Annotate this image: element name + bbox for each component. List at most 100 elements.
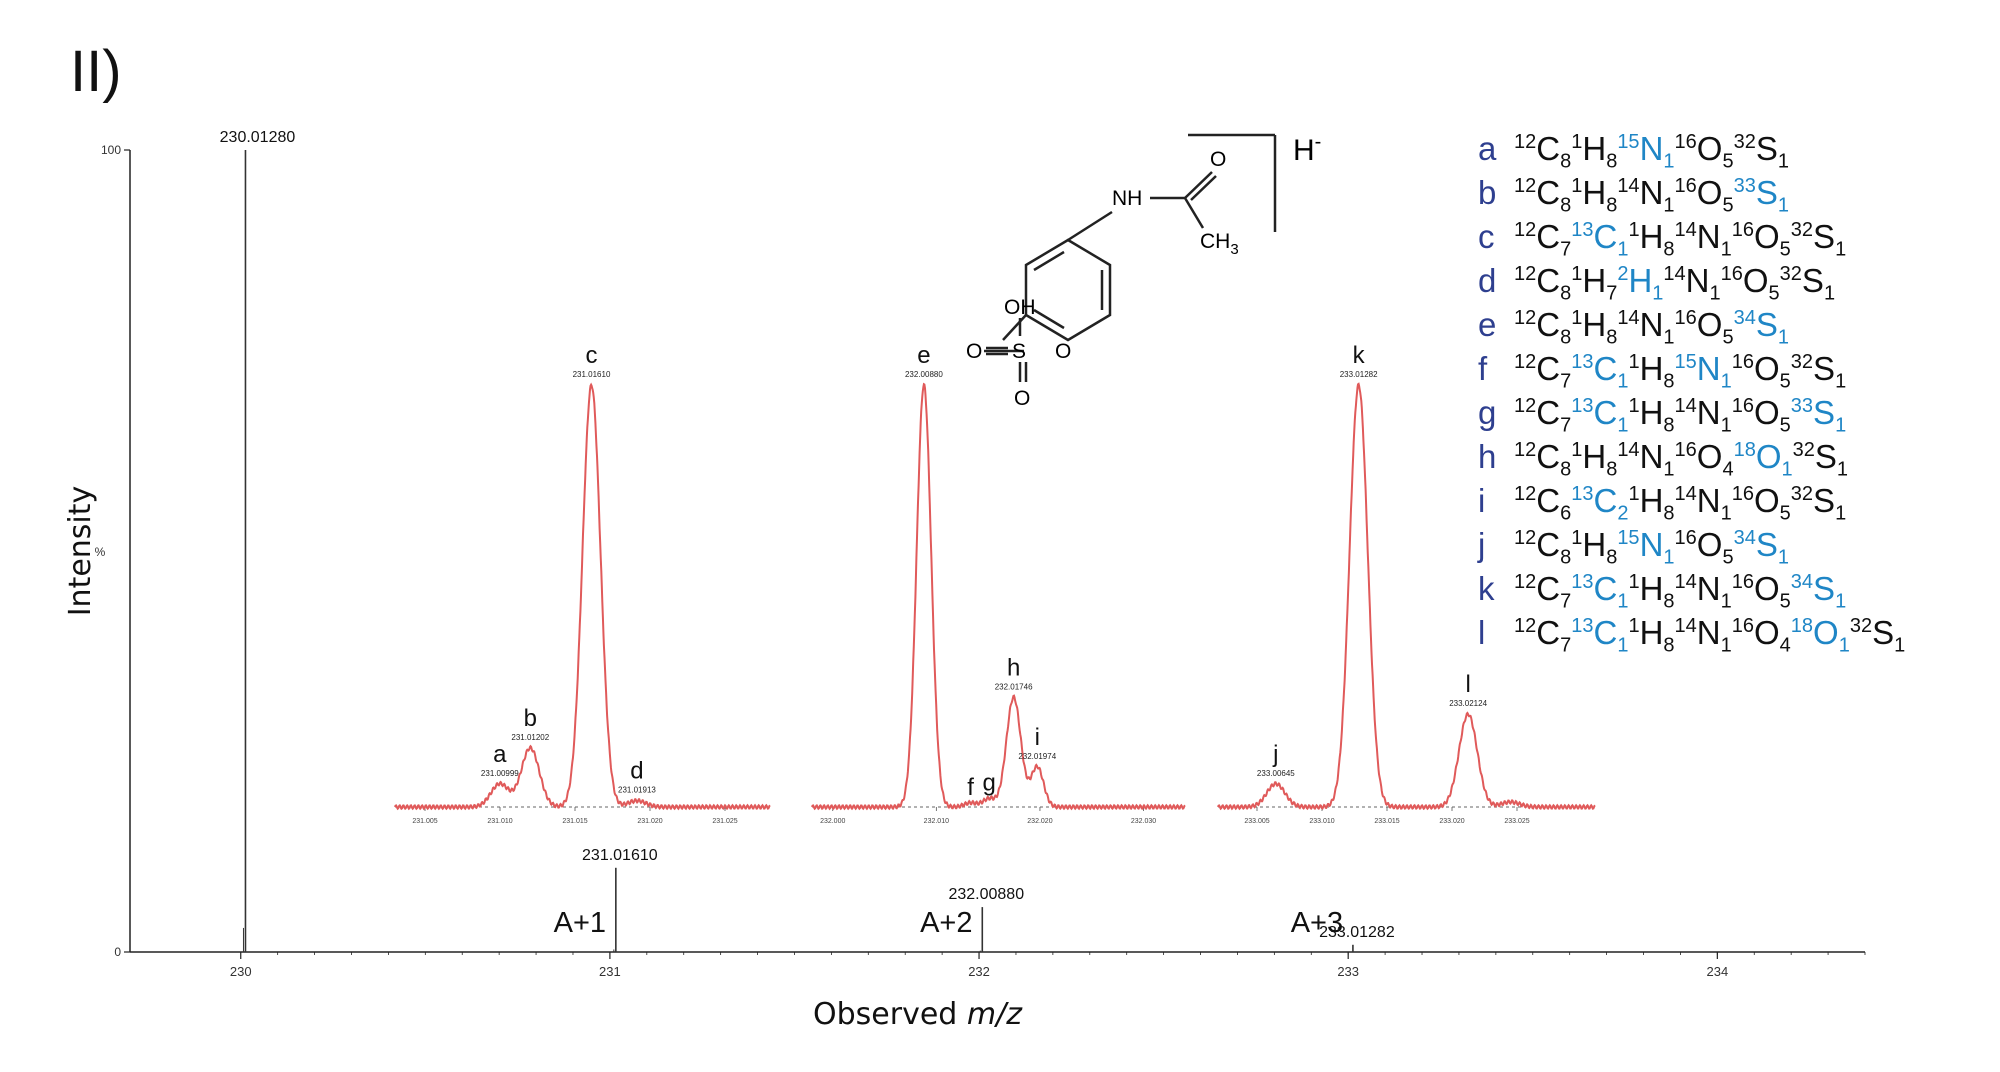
isotope-mass: 32 — [1849, 615, 1873, 637]
isotope-mass: 13 — [1571, 395, 1594, 417]
inset-panel: 233.005 233.010 233.015 233.020 233.025 233.0… — [1217, 342, 1596, 825]
element-symbol: N — [1685, 262, 1710, 299]
formula-term: 16O5 — [1732, 350, 1791, 393]
element-symbol: S — [1813, 218, 1836, 255]
formula-term: 12C8 — [1514, 526, 1571, 569]
inset-tick-label: 231.025 — [712, 818, 737, 825]
anion-label: H- — [1293, 131, 1321, 167]
legend-formula: 12C713C11H814N116O534S1 — [1514, 570, 1846, 613]
isotope-mass: 33 — [1733, 175, 1756, 197]
inset-panel: 231.005 231.010 231.015 231.020 231.025 231.0… — [394, 342, 771, 825]
atom-count: 1 — [1835, 590, 1847, 613]
legend-row: g 12C713C11H814N116O533S1 — [1478, 384, 1905, 437]
inset-peak-value: 232.00880 — [905, 370, 943, 379]
inset-peak-letter: b — [524, 705, 537, 732]
isotope-mass: 12 — [1514, 351, 1537, 373]
element-symbol: O — [1754, 350, 1780, 387]
formula-term: 14N1 — [1663, 262, 1720, 305]
formula-term: 15N1 — [1675, 350, 1732, 393]
formula-term: 13C1 — [1571, 614, 1628, 657]
x-tick-label: 231 — [599, 964, 621, 979]
isotope-mass: 1 — [1628, 351, 1640, 373]
legend-formula: 12C713C11H815N116O532S1 — [1514, 350, 1846, 393]
isotope-mass: 1 — [1628, 615, 1640, 637]
element-symbol: O — [1754, 482, 1780, 519]
isotope-mass: 32 — [1790, 219, 1814, 241]
atom-count: 1 — [1663, 326, 1675, 349]
inset-tick-label: 232.000 — [820, 818, 845, 825]
element-symbol: H — [1639, 614, 1664, 651]
isotope-mass: 12 — [1514, 219, 1537, 241]
atom-count: 1 — [1617, 634, 1629, 657]
formula-term: 16O4 — [1732, 614, 1791, 657]
isotope-mass: 16 — [1731, 483, 1754, 505]
isotope-mass: 14 — [1674, 395, 1697, 417]
element-symbol: N — [1639, 174, 1664, 211]
legend-key: b — [1478, 174, 1497, 211]
element-symbol: H — [1582, 306, 1607, 343]
inset-tick-label: 233.025 — [1504, 818, 1529, 825]
atom-count: 1 — [1835, 238, 1847, 261]
atom-count: 1 — [1720, 238, 1732, 261]
atom-count: 8 — [1560, 282, 1572, 305]
element-symbol: C — [1593, 614, 1618, 651]
formula-term: 12C7 — [1514, 218, 1571, 261]
atom-count: 5 — [1779, 590, 1791, 613]
isotope-mass: 12 — [1514, 439, 1537, 461]
legend-formula: 12C713C11H814N116O532S1 — [1514, 218, 1846, 261]
formula-term: 1H8 — [1571, 174, 1617, 217]
inset-peak-letter: j — [1272, 741, 1278, 768]
element-symbol: O — [1742, 262, 1769, 299]
atom-count: 1 — [1835, 414, 1847, 437]
element-symbol: H — [1639, 218, 1664, 255]
inset-tick-label: 233.005 — [1244, 818, 1269, 825]
element-symbol: S — [1813, 482, 1836, 519]
isotope-mass: 1 — [1628, 219, 1640, 241]
legend-key: k — [1478, 570, 1495, 607]
x-tick-label: 230 — [230, 964, 252, 979]
inset-spectrum-line — [811, 382, 1186, 811]
inset-tick-label: 232.030 — [1131, 818, 1156, 825]
isotope-mass: 34 — [1733, 527, 1756, 549]
legend-key: g — [1478, 394, 1497, 431]
atom-count: 5 — [1722, 546, 1734, 569]
formula-term: 13C2 — [1571, 482, 1628, 525]
atom-count: 1 — [1894, 634, 1906, 657]
legend-key: f — [1478, 350, 1488, 387]
isotope-mass: 13 — [1571, 615, 1594, 637]
element-symbol: C — [1593, 394, 1618, 431]
element-symbol: H — [1628, 262, 1653, 299]
atom-count: 8 — [1560, 458, 1572, 481]
carbonyl-o-label: O — [1210, 148, 1226, 171]
formula-term: 16O5 — [1731, 218, 1791, 261]
legend-formula: 12C81H814N116O418O132S1 — [1514, 438, 1848, 481]
atom-count: 8 — [1560, 326, 1572, 349]
formula-term: 1H8 — [1571, 306, 1617, 349]
atom-count: 8 — [1663, 414, 1675, 437]
atom-count: 1 — [1836, 458, 1849, 481]
isotope-mass: 32 — [1792, 439, 1815, 461]
element-symbol: C — [1536, 262, 1561, 299]
isotope-mass: 14 — [1617, 307, 1640, 329]
legend-key: d — [1478, 262, 1497, 299]
formula-term: 12C7 — [1514, 394, 1571, 437]
inset-peak-value: 231.01913 — [618, 786, 656, 795]
element-symbol: C — [1536, 174, 1561, 211]
atom-count: 1 — [1663, 150, 1675, 173]
formula-term: 12C8 — [1514, 130, 1571, 173]
formula-term: 12C8 — [1514, 306, 1571, 349]
element-symbol: C — [1536, 614, 1561, 651]
isotope-mass: 1 — [1628, 571, 1640, 593]
isotope-mass: 1 — [1571, 175, 1583, 197]
isotope-mass: 34 — [1733, 307, 1756, 329]
element-symbol: C — [1536, 218, 1561, 255]
legend-row: h 12C81H814N116O418O132S1 — [1478, 428, 1905, 481]
isotope-mass: 16 — [1731, 219, 1754, 241]
inset-peak-value: 233.00645 — [1257, 769, 1295, 778]
hydroxyl-label: OH — [1004, 296, 1036, 319]
atom-count: 2 — [1617, 502, 1629, 525]
x-axis-label-prefix: Observed — [813, 997, 967, 1032]
isotope-mass: 14 — [1617, 439, 1640, 461]
formula-term: 32S1 — [1780, 262, 1835, 305]
formula-term: 14N1 — [1674, 394, 1732, 437]
